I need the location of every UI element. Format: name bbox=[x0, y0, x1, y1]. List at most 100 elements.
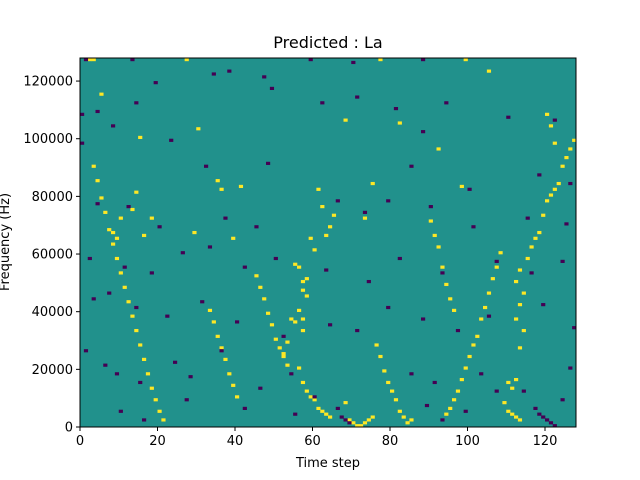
heatmap-cell-low bbox=[324, 268, 329, 272]
heatmap-cell-high bbox=[428, 219, 433, 223]
heatmap-cell-high bbox=[382, 369, 387, 373]
y-tick-label: 0 bbox=[65, 421, 73, 436]
heatmap-cell-low bbox=[134, 101, 139, 105]
heatmap-cell-high bbox=[285, 363, 290, 367]
x-tick-label: 100 bbox=[455, 434, 480, 449]
heatmap-cell-high bbox=[211, 320, 216, 324]
heatmap-cell-high bbox=[304, 294, 309, 298]
heatmap-cell-high bbox=[362, 421, 368, 425]
heatmap-cell-high bbox=[134, 328, 139, 333]
heatmap-cell-high bbox=[324, 233, 329, 238]
heatmap-cell-low bbox=[269, 86, 275, 91]
heatmap-cell-high bbox=[448, 297, 453, 301]
y-tick-label: 60000 bbox=[32, 248, 73, 263]
heatmap-cell-high bbox=[362, 216, 368, 220]
heatmap-cell-low bbox=[184, 398, 189, 402]
heatmap-cell-high bbox=[281, 352, 286, 356]
heatmap-cell-low bbox=[227, 69, 232, 73]
heatmap-cell-low bbox=[421, 130, 426, 134]
heatmap-cell-low bbox=[560, 259, 565, 263]
heatmap-cell-high bbox=[366, 418, 371, 422]
heatmap-cell-low bbox=[107, 291, 112, 295]
heatmap-cell-high bbox=[138, 343, 143, 347]
heatmap-cell-low bbox=[281, 334, 286, 338]
heatmap-cell-high bbox=[521, 328, 526, 333]
heatmap-cell-low bbox=[393, 107, 399, 111]
heatmap-cell-low bbox=[397, 256, 402, 261]
heatmap-cell-high bbox=[405, 421, 410, 425]
heatmap-cell-high bbox=[452, 308, 457, 312]
heatmap-cell-high bbox=[99, 92, 104, 96]
heatmap-cell-low bbox=[471, 225, 476, 229]
heatmap-cell-high bbox=[374, 343, 379, 347]
x-tick-label: 40 bbox=[227, 434, 244, 449]
heatmap-cell-high bbox=[568, 147, 573, 151]
heatmap-cell-low bbox=[83, 58, 89, 62]
heatmap-cell-high bbox=[281, 354, 286, 359]
heatmap-cell-low bbox=[362, 210, 368, 214]
heatmap-cell-high bbox=[370, 181, 375, 186]
heatmap-cell-high bbox=[130, 207, 135, 212]
heatmap-cell-low bbox=[188, 375, 193, 379]
heatmap-cell-high bbox=[331, 213, 337, 217]
heatmap-cell-high bbox=[103, 210, 108, 214]
heatmap-cell-high bbox=[300, 317, 306, 321]
heatmap-background bbox=[80, 58, 576, 427]
heatmap-cell-high bbox=[207, 308, 213, 312]
y-tick-label: 80000 bbox=[32, 190, 73, 205]
heatmap-cell-high bbox=[370, 415, 375, 419]
heatmap-cell-low bbox=[335, 199, 340, 203]
heatmap-cell-high bbox=[118, 271, 123, 275]
x-tick-label: 80 bbox=[382, 434, 399, 449]
heatmap-cell-low bbox=[444, 101, 449, 105]
heatmap-cell-high bbox=[397, 121, 402, 125]
heatmap-cell-high bbox=[514, 377, 519, 382]
chart-title: Predicted : La bbox=[273, 33, 382, 52]
heatmap-cell-high bbox=[312, 398, 317, 402]
heatmap-cell-high bbox=[215, 179, 220, 183]
heatmap-cell-high bbox=[285, 340, 290, 344]
heatmap-cell-low bbox=[328, 323, 333, 327]
heatmap-cell-high bbox=[467, 354, 472, 359]
heatmap-cell-low bbox=[548, 421, 554, 425]
heatmap-cell-high bbox=[223, 357, 228, 361]
heatmap-cell-low bbox=[351, 60, 356, 65]
heatmap-cell-high bbox=[219, 187, 224, 191]
heatmap-cell-low bbox=[525, 216, 530, 220]
y-axis-label: Frequency (Hz) bbox=[0, 193, 13, 291]
heatmap-cell-high bbox=[506, 409, 511, 413]
heatmap-cell-high bbox=[293, 320, 298, 324]
heatmap-cell-high bbox=[517, 418, 523, 422]
heatmap-cell-low bbox=[421, 58, 426, 62]
heatmap-cell-high bbox=[436, 147, 441, 151]
heatmap-cell-low bbox=[355, 328, 360, 333]
heatmap-cell-high bbox=[432, 233, 437, 238]
heatmap-cell-high bbox=[455, 389, 461, 393]
heatmap-cell-low bbox=[552, 118, 557, 122]
heatmap-cell-high bbox=[262, 297, 267, 301]
heatmap-cell-high bbox=[486, 291, 492, 295]
heatmap-cell-low bbox=[424, 403, 430, 408]
heatmap-cell-low bbox=[347, 421, 352, 425]
heatmap-cell-low bbox=[254, 225, 259, 229]
heatmap-cell-high bbox=[304, 277, 309, 281]
heatmap-cell-high bbox=[545, 199, 550, 203]
heatmap-cell-low bbox=[273, 256, 278, 261]
heatmap-cell-low bbox=[521, 389, 526, 393]
heatmap-cell-low bbox=[204, 164, 209, 168]
heatmap-cell-high bbox=[258, 285, 263, 289]
heatmap-cell-low bbox=[157, 225, 162, 229]
heatmap-cell-high bbox=[506, 380, 511, 385]
heatmap-cell-low bbox=[200, 300, 205, 304]
heatmap-cell-high bbox=[347, 418, 352, 422]
heatmap-cell-high bbox=[529, 245, 534, 249]
heatmap-cell-high bbox=[316, 187, 321, 191]
heatmap-cell-high bbox=[138, 135, 143, 140]
y-tick-label: 100000 bbox=[23, 132, 73, 147]
heatmap-cell-high bbox=[269, 323, 275, 327]
heatmap-cell-low bbox=[506, 115, 511, 119]
heatmap-cell-low bbox=[545, 418, 550, 422]
heatmap-cell-low bbox=[560, 398, 565, 402]
heatmap-cell-high bbox=[444, 282, 449, 287]
